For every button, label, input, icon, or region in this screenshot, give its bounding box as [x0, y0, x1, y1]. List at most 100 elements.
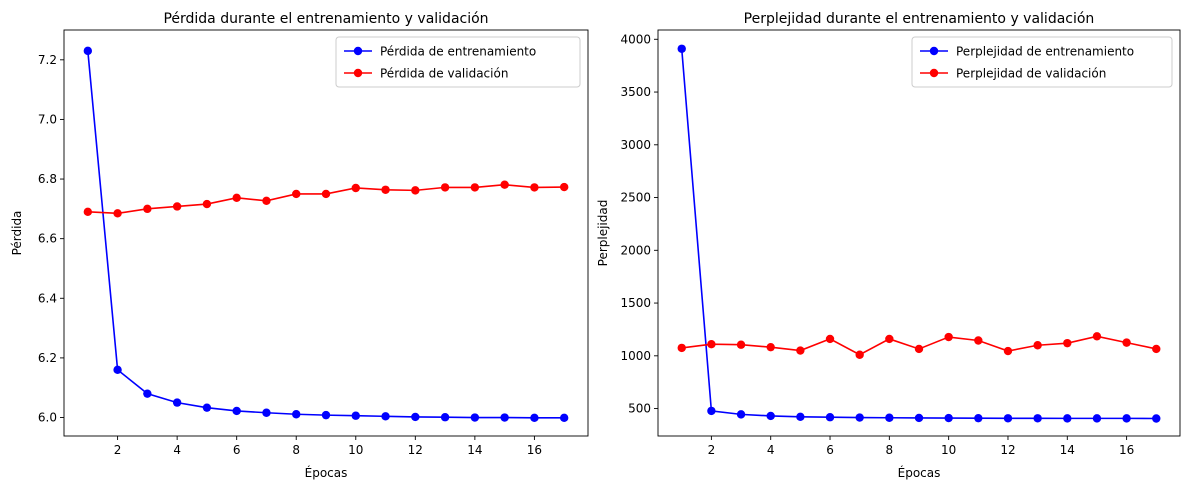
- x-tick-label: 16: [527, 443, 542, 457]
- y-tick-label: 6.4: [38, 291, 57, 305]
- x-tick-label: 10: [348, 443, 363, 457]
- x-axis-label: Épocas: [305, 465, 348, 480]
- data-point-training: [707, 406, 716, 416]
- data-point-training: [262, 408, 271, 417]
- data-point-training: [232, 406, 241, 416]
- data-point-training: [351, 411, 360, 420]
- data-point-training: [530, 413, 539, 423]
- legend-marker-validation: [929, 68, 939, 78]
- data-point-validation: [292, 189, 301, 199]
- data-point-training: [1092, 414, 1102, 423]
- legend-box: [335, 36, 581, 88]
- data-point-validation: [83, 207, 93, 217]
- legend-label-validation: Pérdida de validación: [380, 67, 508, 81]
- y-axis-label: Perplejidad: [596, 200, 610, 267]
- y-tick-label: 3500: [620, 85, 651, 99]
- x-tick-label: 10: [941, 443, 956, 457]
- data-point-training: [677, 44, 686, 53]
- data-point-training: [736, 410, 746, 419]
- x-tick-label: 8: [292, 443, 300, 457]
- data-point-training: [83, 46, 93, 56]
- data-point-validation: [707, 340, 716, 349]
- legend-marker-training: [353, 46, 363, 56]
- data-point-training: [974, 413, 983, 423]
- x-tick-label: 4: [767, 443, 775, 457]
- data-point-validation: [381, 185, 390, 194]
- data-point-training: [411, 412, 420, 422]
- x-axis-label: Épocas: [898, 465, 941, 480]
- data-point-training: [440, 413, 450, 422]
- legend-marker-validation: [353, 68, 363, 78]
- y-tick-label: 3000: [620, 138, 651, 152]
- data-point-validation: [232, 193, 241, 203]
- data-point-training: [321, 410, 331, 420]
- data-point-validation: [113, 209, 122, 218]
- data-point-validation: [1033, 341, 1042, 350]
- y-tick-label: 500: [628, 402, 651, 416]
- x-tick-label: 4: [173, 443, 181, 457]
- data-point-validation: [470, 183, 480, 192]
- x-tick-label: 12: [1000, 443, 1015, 457]
- data-point-validation: [1063, 338, 1072, 348]
- data-point-training: [1003, 414, 1013, 423]
- data-point-validation: [500, 180, 509, 189]
- y-tick-label: 4000: [620, 32, 651, 46]
- data-point-training: [914, 413, 924, 423]
- data-point-training: [470, 413, 480, 422]
- x-tick-label: 14: [1060, 443, 1075, 457]
- y-tick-label: 1500: [620, 296, 651, 310]
- legend-label-validation: Perplejidad de validación: [956, 67, 1106, 81]
- axes-frame: [63, 29, 589, 437]
- data-point-validation: [766, 342, 775, 352]
- data-point-validation: [855, 350, 864, 359]
- data-point-training: [1122, 414, 1131, 423]
- data-point-validation: [411, 186, 420, 195]
- legend-marker-training: [929, 46, 939, 56]
- data-point-validation: [559, 182, 569, 192]
- y-tick-label: 7.2: [38, 53, 57, 67]
- x-tick-label: 12: [408, 443, 423, 457]
- data-point-validation: [1152, 344, 1161, 354]
- chart-title: Perplejidad durante el entrenamiento y v…: [744, 11, 1095, 27]
- x-tick-label: 6: [233, 443, 241, 457]
- y-axis-label: Pérdida: [10, 211, 24, 256]
- data-point-validation: [974, 336, 983, 345]
- y-tick-label: 6.8: [38, 172, 57, 186]
- x-tick-label: 16: [1119, 443, 1134, 457]
- data-point-training: [381, 412, 390, 421]
- data-point-training: [143, 389, 152, 398]
- data-point-validation: [677, 343, 686, 353]
- data-point-validation: [321, 189, 331, 199]
- y-tick-label: 6.6: [38, 232, 57, 246]
- data-point-training: [202, 403, 212, 412]
- data-point-training: [172, 398, 182, 407]
- y-tick-label: 6.2: [38, 351, 57, 365]
- data-point-training: [500, 413, 509, 422]
- y-tick-label: 7.0: [38, 112, 57, 126]
- data-point-training: [559, 413, 569, 423]
- x-tick-label: 2: [708, 443, 716, 457]
- data-point-training: [1033, 414, 1042, 423]
- x-tick-label: 14: [467, 443, 482, 457]
- data-point-training: [1152, 414, 1161, 423]
- y-tick-label: 6.0: [38, 411, 57, 425]
- legend-box: [911, 36, 1173, 88]
- data-point-validation: [262, 196, 271, 206]
- data-point-training: [855, 413, 864, 422]
- data-point-training: [1063, 414, 1072, 423]
- legend-label-training: Pérdida de entrenamiento: [380, 45, 536, 59]
- y-tick-label: 2500: [620, 191, 651, 205]
- y-tick-label: 2000: [620, 243, 651, 257]
- data-point-validation: [172, 202, 182, 211]
- chart-title: Pérdida durante el entrenamiento y valid…: [163, 11, 488, 27]
- data-point-validation: [1003, 346, 1013, 356]
- data-point-training: [825, 413, 835, 422]
- y-tick-label: 1000: [620, 349, 651, 363]
- data-point-validation: [1122, 338, 1131, 347]
- x-tick-label: 8: [886, 443, 894, 457]
- data-point-validation: [202, 199, 212, 209]
- axes-frame: [657, 29, 1181, 437]
- data-point-validation: [1092, 332, 1102, 341]
- data-point-training: [796, 412, 805, 421]
